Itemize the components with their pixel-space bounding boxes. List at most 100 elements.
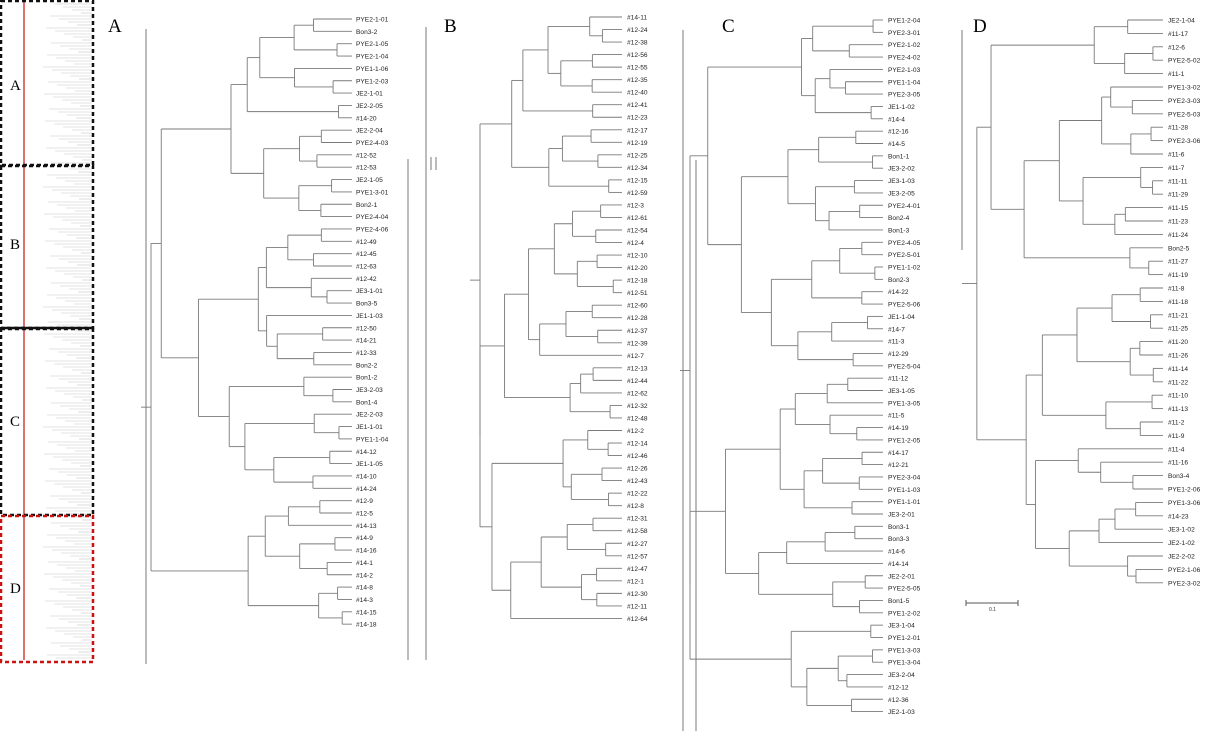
leaf-label: #12-29 [888, 351, 909, 358]
leaf-label: #14-20 [356, 115, 377, 122]
leaf-label: #12-12 [888, 684, 909, 691]
leaf-label: PYE1-2-01 [888, 635, 921, 642]
leaf-label: Bon2-3 [888, 277, 910, 284]
leaf-label: #12-39 [627, 340, 648, 347]
leaf-label: #12-23 [627, 115, 648, 122]
leaf-label: #14-18 [356, 622, 377, 629]
leaf-label: #11-22 [1168, 379, 1188, 386]
overview-tree-thumbnail [0, 0, 95, 664]
leaf-label: #12-14 [627, 441, 648, 448]
leaf-label: #12-32 [627, 403, 648, 410]
leaf-label: #12-38 [627, 40, 648, 47]
leaf-label: PYE1-1-04 [888, 79, 921, 86]
leaf-label: #11-2 [1168, 420, 1185, 427]
leaf-label: PYE2-1-05 [356, 41, 389, 48]
leaf-label: PYE2-3-05 [888, 92, 921, 99]
leaf-label: #11-8 [1168, 286, 1185, 293]
leaf-label: PYE2-3-02 [1168, 580, 1201, 587]
leaf-label: #11-4 [1168, 446, 1185, 453]
leaf-label: #14-19 [888, 425, 909, 432]
leaf-label: #11-17 [1168, 31, 1188, 38]
scale-bar-label: 0.1 [989, 607, 996, 613]
leaf-label: PYE1-1-02 [888, 265, 921, 272]
leaf-label: #11-16 [1168, 460, 1188, 467]
leaf-label: #12-28 [627, 315, 648, 322]
leaf-label: PYE2-5-03 [1168, 111, 1201, 118]
panel-letter-c: C [722, 16, 735, 37]
leaf-label: #11-25 [1168, 326, 1188, 333]
leaf-label: Bon1-1 [888, 153, 910, 160]
tree-leaf-labels-d: JE2-1-04 #11-17 #12-6 PYE2-5-02 #11-1 PYE1-3-… [1168, 18, 1201, 588]
leaf-label: #12-18 [627, 278, 648, 285]
leaf-label: PYE2-1-01 [356, 17, 389, 24]
leaf-label: #12-59 [627, 190, 648, 197]
leaf-label: #12-33 [356, 350, 377, 357]
tree-branches-a [141, 18, 352, 625]
leaf-label: JE2-2-03 [356, 412, 383, 419]
leaf-label: PYE2-5-05 [888, 586, 921, 593]
leaf-label: #12-52 [356, 152, 377, 159]
tree-leaf-labels-b: #14-11 #12-24 #12-38 #12-56 #12-55 #12-35 #12-… [627, 15, 648, 623]
leaf-label: Bon3-5 [356, 301, 378, 308]
leaf-label: PYE1-3-01 [356, 189, 389, 196]
leaf-label: #12-26 [627, 466, 648, 473]
leaf-label: #14-4 [888, 116, 905, 123]
leaf-label: #11-1 [1168, 71, 1185, 78]
leaf-label: PYE1-3-06 [1168, 500, 1201, 507]
leaf-label: #12-5 [356, 511, 373, 518]
leaf-label: #12-9 [356, 498, 373, 505]
tree-panel-d: JE2-1-04 #11-17 #12-6 PYE2-5-02 #11-1 PYE1-3-… [961, 18, 1201, 588]
leaf-label: PYE2-5-06 [888, 302, 921, 309]
leaf-label: JE2-1-04 [1168, 18, 1195, 25]
leaf-label: #12-34 [627, 165, 648, 172]
leaf-label: #14-10 [356, 473, 377, 480]
leaf-label: #14-16 [356, 548, 377, 555]
leaf-label: #12-45 [356, 251, 377, 258]
leaf-label: JE2-2-02 [1168, 554, 1195, 561]
leaf-label: PYE1-3-04 [888, 660, 921, 667]
leaf-label: #11-24 [1168, 232, 1188, 239]
leaf-label: #11-29 [1168, 192, 1188, 199]
leaf-label: PYE1-2-06 [1168, 487, 1201, 494]
leaf-label: #12-8 [627, 503, 644, 510]
leaf-label: PYE1-2-03 [356, 78, 389, 85]
leaf-label: #12-35 [627, 77, 648, 84]
leaf-label: #12-63 [356, 264, 377, 271]
tree-branches-c [680, 19, 883, 713]
leaf-label: JE2-1-03 [888, 709, 915, 716]
leaf-label: #11-27 [1168, 259, 1188, 266]
leaf-label: #12-58 [627, 528, 648, 535]
leaf-label: #12-36 [888, 697, 909, 704]
leaf-label: #11-14 [1168, 366, 1188, 373]
leaf-label: #12-54 [627, 228, 648, 235]
leaf-label: #12-15 [627, 177, 648, 184]
leaf-label: PYE2-1-04 [356, 54, 389, 61]
leaf-label: PYE2-1-02 [888, 42, 921, 49]
leaf-label: #12-27 [627, 541, 648, 548]
leaf-label: PYE2-1-06 [1168, 567, 1201, 574]
leaf-label: #11-19 [1168, 272, 1188, 279]
leaf-label: PYE1-1-03 [888, 487, 921, 494]
overview-box-b [0, 164, 95, 330]
leaf-label: #14-8 [356, 585, 373, 592]
leaf-label: PYE1-1-04 [356, 436, 389, 443]
leaf-label: Bon3-2 [356, 29, 378, 36]
leaf-label: #14-23 [1168, 513, 1189, 520]
leaf-label: #12-47 [627, 566, 648, 573]
leaf-label: JE3-1-05 [888, 388, 915, 395]
leaf-label: #12-60 [627, 303, 648, 310]
leaf-label: #12-46 [627, 453, 648, 460]
leaf-label: #14-17 [888, 450, 909, 457]
leaf-label: PYE1-3-03 [888, 647, 921, 654]
leaf-label: Bon1-4 [356, 399, 378, 406]
leaf-label: #12-22 [627, 491, 648, 498]
leaf-label: #11-3 [888, 339, 905, 346]
leaf-label: #12-44 [627, 378, 648, 385]
leaf-label: PYE1-2-02 [888, 610, 921, 617]
leaf-label: #14-2 [356, 572, 373, 579]
leaf-label: #14-14 [888, 561, 909, 568]
tree-branches-b [470, 16, 622, 619]
leaf-label: #11-18 [1168, 299, 1188, 306]
leaf-label: #12-11 [627, 603, 647, 610]
tree-panel-b: #14-11 #12-24 #12-38 #12-56 #12-55 #12-35 #12-… [425, 15, 648, 660]
